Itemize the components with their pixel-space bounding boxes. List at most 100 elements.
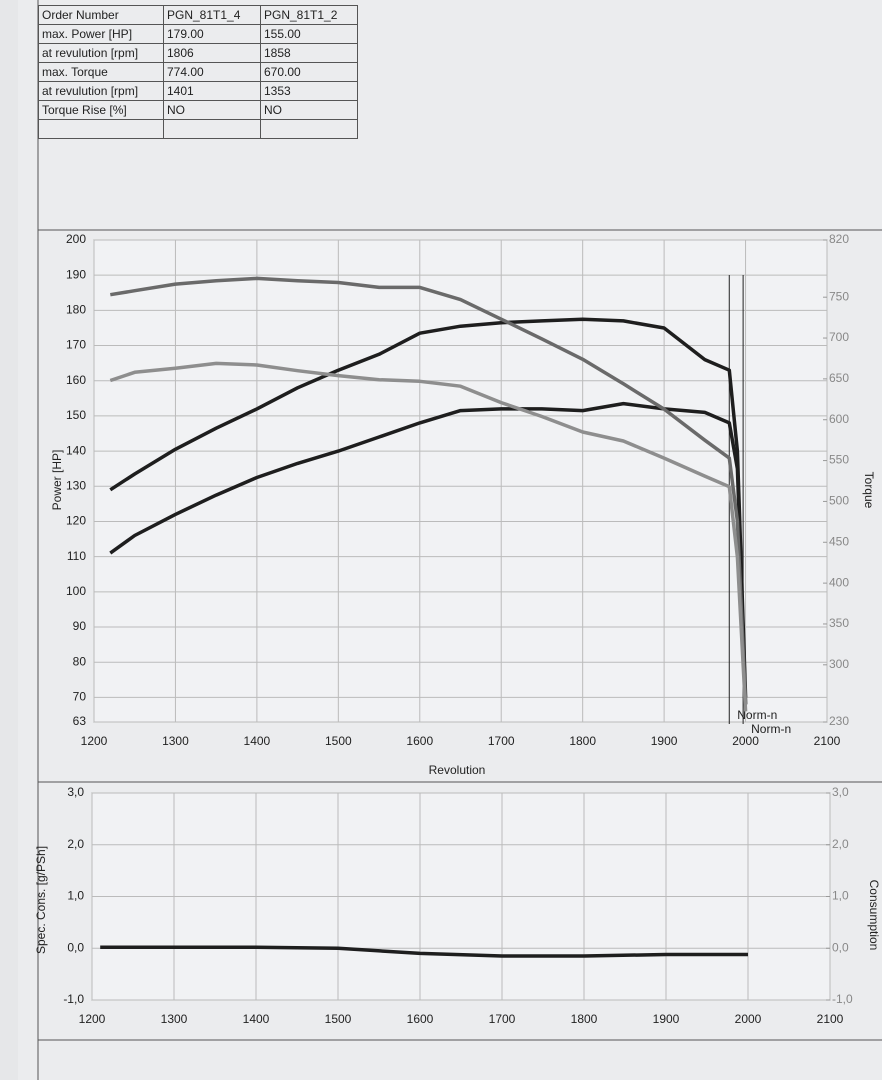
y-tick-label: 100 (66, 584, 86, 598)
y-tick-label: 2,0 (67, 837, 84, 851)
table-cell: 1401 (163, 81, 261, 101)
data-line (110, 276, 748, 705)
y2-tick-label: 650 (829, 371, 849, 385)
data-line (109, 361, 748, 712)
table-cell: at revulution [rpm] (38, 43, 164, 63)
table-row: at revulution [rpm] 1401 1353 (38, 81, 358, 101)
y-tick-label: 130 (66, 478, 86, 492)
table-cell: max. Torque (38, 62, 164, 82)
y2-tick-label: 3,0 (832, 785, 849, 799)
table-cell: 1806 (163, 43, 261, 63)
y2-tick-label: 400 (829, 575, 849, 589)
y2-tick-label: 700 (829, 330, 849, 344)
y-tick-label: -1,0 (63, 992, 84, 1006)
y-tick-label: 80 (73, 654, 87, 668)
table-cell (38, 119, 164, 139)
table-cell: PGN_81T1_4 (163, 5, 261, 25)
y-tick-label: 120 (66, 514, 86, 528)
x-tick-label: 1200 (79, 1012, 106, 1026)
y-tick-label: 3,0 (67, 785, 84, 799)
x-tick-label: 2100 (814, 734, 841, 748)
y2-tick-label: 750 (829, 289, 849, 303)
y2-tick-label: 2,0 (832, 837, 849, 851)
x-tick-label: 1400 (244, 734, 271, 748)
x-tick-label: 1800 (569, 734, 596, 748)
y2-tick-label: 300 (829, 657, 849, 671)
annotation: Norm-n (737, 708, 777, 722)
table-row: max. Torque 774.00 670.00 (38, 62, 358, 82)
x-tick-label: 1500 (325, 734, 352, 748)
data-line (109, 401, 748, 705)
table-cell: 1858 (260, 43, 358, 63)
x-tick-label: 2100 (817, 1012, 844, 1026)
x-tick-label: 1800 (571, 1012, 598, 1026)
y2-tick-label: 230 (829, 714, 849, 728)
x-tick-label: 1700 (488, 734, 515, 748)
y2-tick-label: 600 (829, 412, 849, 426)
y-tick-label: 90 (73, 619, 87, 633)
table-cell: 179.00 (163, 24, 261, 44)
y2-tick-label: 0,0 (832, 940, 849, 954)
table-row: Torque Rise [%] NO NO (38, 100, 358, 120)
table-cell (260, 119, 358, 139)
y-tick-label: 110 (67, 549, 86, 563)
y-tick-label: 150 (66, 408, 86, 422)
y2-tick-label: 820 (829, 232, 849, 246)
y2-tick-label: -1,0 (832, 992, 853, 1006)
y-tick-label: 190 (66, 267, 86, 281)
table-cell: 774.00 (163, 62, 261, 82)
y-tick-label: 63 (73, 714, 87, 728)
data-line (109, 317, 748, 698)
table-cell: NO (260, 100, 358, 120)
table-row: at revulution [rpm] 1806 1858 (38, 43, 358, 63)
summary-table: Order Number PGN_81T1_4 PGN_81T1_2 max. Pow… (38, 5, 358, 139)
table-row (38, 119, 358, 139)
y-tick-label: 140 (66, 443, 86, 457)
y-tick-label: 1,0 (67, 889, 84, 903)
y-tick-label: 0,0 (67, 940, 84, 954)
table-cell: PGN_81T1_2 (260, 5, 358, 25)
y2-tick-label: 550 (829, 453, 849, 467)
table-row: Order Number PGN_81T1_4 PGN_81T1_2 (38, 5, 358, 25)
x-tick-label: 2000 (735, 1012, 762, 1026)
y2-tick-label: 450 (829, 534, 849, 548)
x-tick-label: 1600 (406, 734, 433, 748)
table-cell: at revulution [rpm] (38, 81, 164, 101)
x-tick-label: 1700 (489, 1012, 516, 1026)
x-axis-label: Revolution (429, 763, 486, 777)
x-tick-label: 1900 (653, 1012, 680, 1026)
y-tick-label: 70 (73, 690, 87, 704)
table-row: max. Power [HP] 179.00 155.00 (38, 24, 358, 44)
y-tick-label: 180 (66, 303, 86, 317)
y2-axis-label: Consumption (867, 880, 881, 951)
table-cell: max. Power [HP] (38, 24, 164, 44)
data-line (100, 945, 748, 958)
table-cell: 670.00 (260, 62, 358, 82)
x-tick-label: 1900 (651, 734, 678, 748)
x-tick-label: 1200 (81, 734, 108, 748)
table-cell: 155.00 (260, 24, 358, 44)
y-tick-label: 200 (66, 232, 86, 246)
y-axis-label: Spec. Cons. [g/PSh] (34, 846, 48, 954)
x-tick-label: 2000 (732, 734, 759, 748)
annotation: Norm-n (751, 722, 791, 736)
x-tick-label: 1600 (407, 1012, 434, 1026)
y-tick-label: 170 (66, 338, 86, 352)
table-cell: NO (163, 100, 261, 120)
x-tick-label: 1400 (243, 1012, 270, 1026)
x-tick-label: 1300 (161, 1012, 188, 1026)
y-tick-label: 160 (66, 373, 86, 387)
table-cell: 1353 (260, 81, 358, 101)
table-cell: Order Number (38, 5, 164, 25)
y2-tick-label: 500 (829, 494, 849, 508)
y-axis-label: Power [HP] (50, 450, 64, 511)
x-tick-label: 1300 (162, 734, 189, 748)
y2-tick-label: 350 (829, 616, 849, 630)
table-cell: Torque Rise [%] (38, 100, 164, 120)
x-tick-label: 1500 (325, 1012, 352, 1026)
table-cell (163, 119, 261, 139)
y2-tick-label: 1,0 (832, 889, 849, 903)
y2-axis-label: Torque (862, 472, 876, 509)
